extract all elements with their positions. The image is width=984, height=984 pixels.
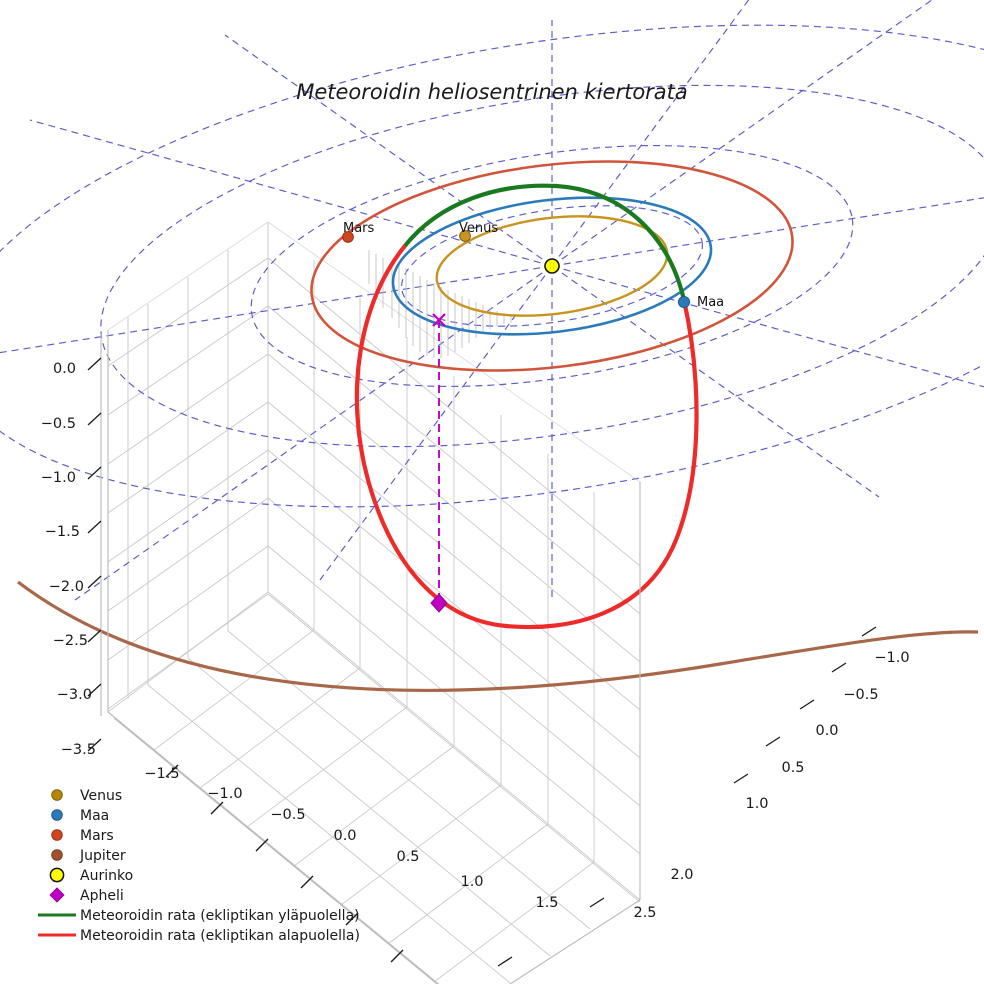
y-tick-4: 1.0	[745, 796, 768, 812]
z-axis-ticks: 0.0 −0.5 −1.0 −1.5 −2.0 −2.5 −3.0 −3.5	[41, 357, 102, 758]
x-tick-2: −0.5	[270, 807, 305, 823]
legend-marker-venus	[51, 789, 63, 801]
maa-marker	[677, 295, 691, 309]
venus-label: Venus	[459, 221, 498, 236]
venus-marker	[459, 230, 471, 242]
x-tick-8: 2.5	[633, 905, 656, 921]
y-tick-1: −0.5	[843, 687, 878, 703]
x-tick-0: −1.5	[144, 766, 179, 782]
orbit-mars	[310, 160, 794, 372]
legend-label-maa: Maa	[80, 808, 109, 824]
aphelion-marker	[430, 593, 448, 613]
x-tick-4: 0.5	[396, 849, 419, 865]
x-tick-6: 1.5	[535, 895, 558, 911]
planet-orbits	[17, 160, 979, 693]
y-tick-0: −1.0	[874, 650, 909, 666]
legend-marker-mars	[51, 829, 63, 841]
legend-label-jupiter: Jupiter	[79, 848, 126, 864]
x-tick-7: 2.0	[670, 867, 693, 883]
z-tick-3: −1.5	[45, 524, 80, 540]
z-tick-6: −3.0	[57, 687, 92, 703]
legend-marker-maa	[51, 809, 63, 821]
legend-label-venus: Venus	[80, 788, 122, 804]
ecliptic-reference-grid	[0, 0, 984, 601]
y-tick-2: 0.0	[815, 723, 838, 739]
legend-label-mars: Mars	[80, 828, 114, 844]
aphelion-group	[430, 313, 448, 613]
maa-label: Maa	[697, 295, 724, 310]
x-tick-1: −1.0	[207, 786, 242, 802]
orbit-maa	[391, 196, 713, 336]
orbit-jupiter	[17, 580, 979, 693]
axis-spines	[100, 330, 641, 984]
meteoroid-orbit-below-ecliptic	[354, 244, 699, 630]
y-axis-ticks: −1.0 −0.5 0.0 0.5 1.0	[733, 626, 910, 812]
z-tick-2: −1.0	[41, 470, 76, 486]
legend-marker-aurinko	[49, 867, 65, 883]
page-title: Meteoroidin heliosentrinen kiertorata	[296, 80, 688, 104]
x-tick-5: 1.0	[460, 874, 483, 890]
legend-label-below-ecliptic: Meteoroidin rata (ekliptikan alapuolella…	[80, 928, 360, 944]
meteoroid-orbit-above-ecliptic	[401, 183, 687, 303]
legend-label-apheli: Apheli	[80, 888, 124, 904]
legend-marker-jupiter	[51, 849, 63, 861]
sun-marker	[544, 258, 560, 274]
planet-annotations: Mars Venus Maa	[342, 221, 724, 310]
mars-marker	[342, 231, 354, 243]
legend-label-above-ecliptic: Meteoroidin rata (ekliptikan yläpuolella…	[80, 908, 360, 924]
y-tick-3: 0.5	[781, 760, 804, 776]
legend: Venus Maa Mars Jupiter Aurinko Apheli Me…	[38, 788, 360, 944]
aphelion-projection-x	[432, 313, 446, 327]
x-axis-ticks: −1.5 −1.0 −0.5 0.0 0.5 1.0 1.5 2.0 2.5	[144, 764, 694, 967]
mars-label: Mars	[343, 221, 375, 236]
z-tick-1: −0.5	[41, 416, 76, 432]
legend-marker-apheli	[49, 887, 65, 903]
z-tick-7: −3.5	[61, 742, 96, 758]
z-tick-5: −2.5	[53, 633, 88, 649]
x-tick-3: 0.0	[333, 828, 356, 844]
z-tick-0: 0.0	[53, 361, 76, 377]
legend-label-aurinko: Aurinko	[80, 868, 133, 884]
meteoroid-orbit	[354, 183, 699, 630]
z-tick-4: −2.0	[49, 579, 84, 595]
